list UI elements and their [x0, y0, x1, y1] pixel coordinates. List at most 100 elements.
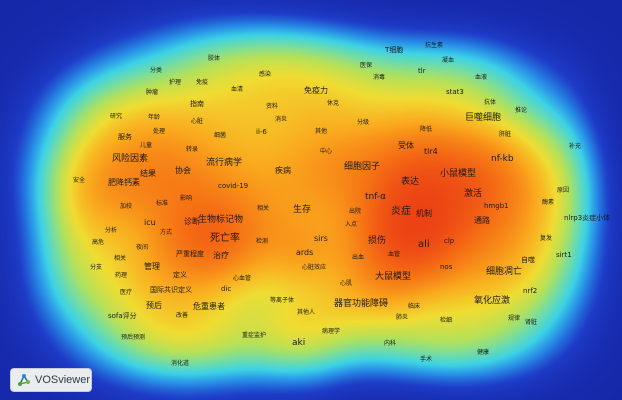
- term-label[interactable]: 免疫: [196, 79, 209, 86]
- term-label[interactable]: 方式: [160, 229, 173, 236]
- term-label[interactable]: 处理: [153, 128, 166, 135]
- term-label[interactable]: 死亡率: [210, 233, 240, 244]
- term-label[interactable]: 器官功能障碍: [334, 299, 389, 309]
- term-label[interactable]: 复发: [540, 235, 553, 242]
- term-label[interactable]: ali: [418, 239, 430, 250]
- term-label[interactable]: 炎症: [391, 206, 411, 217]
- term-label[interactable]: 生物标记物: [198, 215, 244, 225]
- term-label[interactable]: 治疗: [213, 251, 229, 260]
- term-label[interactable]: nf-kb: [491, 154, 514, 164]
- term-label[interactable]: 预后预测: [121, 334, 146, 341]
- term-label[interactable]: 护理: [169, 79, 182, 86]
- term-label[interactable]: il-6: [256, 128, 267, 136]
- term-label[interactable]: 服务: [118, 133, 132, 141]
- term-label[interactable]: 分类: [150, 67, 163, 74]
- term-label[interactable]: 检测: [256, 238, 269, 245]
- term-label[interactable]: 预后: [146, 301, 162, 310]
- term-label[interactable]: 医保: [360, 62, 373, 69]
- term-label[interactable]: 心血管: [233, 275, 252, 282]
- term-label[interactable]: 机制: [416, 209, 432, 218]
- term-label[interactable]: 其他人: [297, 309, 316, 316]
- term-label[interactable]: 心脏效应: [302, 264, 327, 271]
- term-label[interactable]: covid-19: [218, 182, 249, 190]
- term-label[interactable]: 细胞凋亡: [486, 267, 523, 277]
- term-label[interactable]: 规律: [508, 315, 521, 322]
- term-label[interactable]: 激活: [464, 189, 483, 199]
- term-label[interactable]: 诊断: [184, 217, 200, 226]
- term-label[interactable]: 入点: [345, 221, 358, 228]
- term-label[interactable]: 药理: [115, 272, 128, 279]
- term-label[interactable]: 影响: [180, 195, 193, 202]
- term-label[interactable]: 通路: [474, 216, 490, 225]
- term-label[interactable]: 感染: [259, 71, 272, 78]
- term-label[interactable]: 肾脏: [525, 319, 538, 326]
- term-label[interactable]: 抗体: [484, 99, 497, 106]
- term-label[interactable]: clp: [444, 237, 455, 245]
- term-label[interactable]: 年龄: [148, 114, 161, 121]
- term-label[interactable]: 相关: [257, 205, 270, 212]
- term-label[interactable]: 等离子体: [270, 297, 295, 304]
- term-label[interactable]: 肺炎: [396, 314, 409, 321]
- term-label[interactable]: 指南: [190, 100, 204, 108]
- term-label[interactable]: 管理: [144, 262, 160, 271]
- term-label[interactable]: 休克: [327, 100, 340, 107]
- term-label[interactable]: 出血: [352, 254, 365, 261]
- term-label[interactable]: 酶素: [542, 199, 555, 206]
- term-label[interactable]: 高危: [92, 239, 105, 246]
- term-label[interactable]: 标准: [156, 200, 169, 207]
- term-label[interactable]: 资料: [266, 103, 279, 110]
- term-label[interactable]: 健康: [477, 349, 490, 356]
- term-label[interactable]: 转录: [186, 146, 199, 153]
- term-label[interactable]: 肝脏: [499, 131, 512, 138]
- term-label[interactable]: aki: [292, 338, 306, 348]
- term-label[interactable]: 血清: [231, 86, 244, 93]
- term-label[interactable]: 内科: [384, 340, 397, 347]
- term-label[interactable]: tnf-α: [365, 192, 387, 202]
- term-label[interactable]: 生存: [293, 205, 312, 215]
- term-label[interactable]: 免疫力: [304, 86, 328, 95]
- term-label[interactable]: sofa评分: [108, 312, 137, 320]
- vosviewer-logo[interactable]: VOSviewer: [10, 368, 92, 392]
- term-label[interactable]: tlr4: [424, 147, 438, 156]
- term-label[interactable]: 风险因素: [112, 154, 149, 164]
- term-label[interactable]: 心脏: [191, 118, 204, 125]
- term-label[interactable]: 结果: [140, 169, 156, 178]
- term-label[interactable]: 肿瘤: [146, 89, 159, 96]
- term-label[interactable]: ards: [296, 248, 314, 257]
- term-label[interactable]: 相关: [114, 255, 127, 262]
- term-label[interactable]: icu: [144, 218, 156, 227]
- term-label[interactable]: 凝血: [442, 57, 455, 64]
- term-label[interactable]: 分析: [105, 227, 118, 234]
- term-label[interactable]: 流行病学: [206, 158, 243, 168]
- term-label[interactable]: 降低: [420, 126, 433, 133]
- term-label[interactable]: 儿童: [140, 142, 153, 149]
- term-label[interactable]: nos: [440, 263, 453, 271]
- term-label[interactable]: 细胞因子: [344, 162, 381, 172]
- term-label[interactable]: 研究: [110, 113, 123, 120]
- term-label[interactable]: 疾病: [275, 166, 291, 175]
- term-label[interactable]: 心肌: [340, 280, 353, 287]
- term-label[interactable]: 协会: [175, 166, 191, 175]
- term-label[interactable]: 原因: [557, 187, 570, 194]
- term-label[interactable]: 检细: [440, 317, 453, 324]
- term-label[interactable]: 医疗: [120, 289, 133, 296]
- term-label[interactable]: sirs: [314, 234, 328, 243]
- term-label[interactable]: 消炎: [275, 116, 288, 123]
- term-label[interactable]: 定义: [173, 271, 187, 279]
- term-label[interactable]: 严重程度: [176, 250, 204, 258]
- term-label[interactable]: 巨噬细胞: [465, 113, 502, 123]
- term-label[interactable]: 细菌: [214, 132, 227, 139]
- term-label[interactable]: 推论: [515, 107, 528, 114]
- term-label[interactable]: 分级: [357, 119, 370, 126]
- term-label[interactable]: dic: [221, 285, 232, 293]
- term-label[interactable]: 中心: [320, 148, 333, 155]
- term-label[interactable]: 分支: [90, 264, 103, 271]
- term-label[interactable]: 血液: [475, 74, 488, 81]
- term-label[interactable]: sirt1: [556, 251, 572, 259]
- term-label[interactable]: 血管: [388, 251, 401, 258]
- term-label[interactable]: 病理学: [322, 328, 341, 335]
- term-label[interactable]: 自噬: [521, 256, 535, 264]
- term-label[interactable]: 改善: [176, 312, 189, 319]
- term-label[interactable]: 手术: [420, 356, 433, 363]
- term-label[interactable]: 小鼠模型: [440, 169, 477, 179]
